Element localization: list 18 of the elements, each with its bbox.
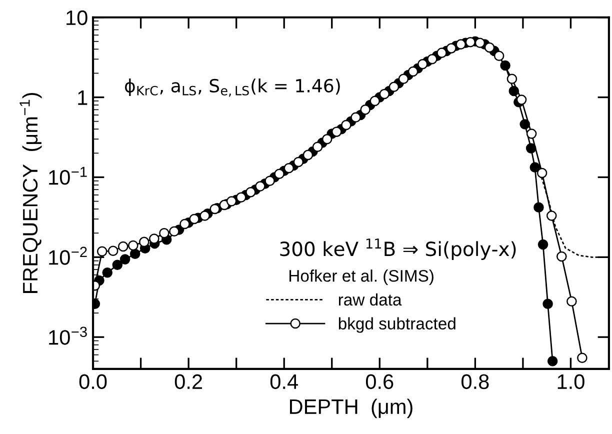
x-tick-label: 0.6 [366,374,394,390]
annotation: ϕ$_{KrC}$, a$_{LS}$, S$_{e,LS}$(k = 1.46) [124,78,340,97]
x-tick-label: 0.4 [270,374,298,390]
y-axis-title: FREQUENCY (μm$^{−1}$) [20,93,42,293]
annotation: 300 keV $^{11}$B ⇒ Si(poly-x) [280,238,516,260]
y-tick-label: 10$^{−1}$ [49,166,87,185]
x-axis-title: DEPTH (μm) [290,398,412,418]
x-tick-label: 0.0 [79,374,107,390]
x-tick-label: 1.0 [558,374,584,390]
x-tick-label: 0.2 [174,374,202,390]
x-tick-label: 0.8 [462,374,489,390]
y-tick-label: 10$^{−2}$ [49,246,87,265]
y-tick-label: 10$^{−3}$ [49,326,87,345]
y-tick-label: 1 [78,90,88,105]
y-tick-label: 10 [66,10,88,26]
legend-label: raw data [338,293,402,306]
legend-label: bkgd subtracted [338,317,456,333]
legend-title: Hofker et al. (SIMS) [290,270,434,286]
